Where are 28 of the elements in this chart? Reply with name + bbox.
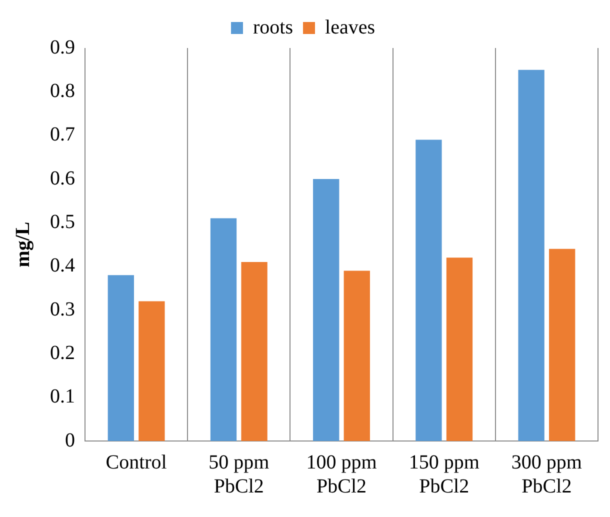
bar (241, 262, 268, 441)
bar (416, 140, 442, 441)
y-tick-label: 0.8 (50, 80, 75, 102)
y-tick-label: 0.5 (50, 210, 75, 233)
bar (549, 248, 576, 441)
bar (446, 258, 473, 441)
x-tick-label: 100 ppm PbCl2 (306, 451, 378, 498)
x-tick-label: 50 ppm PbCl2 (208, 451, 270, 498)
x-tick-label: 150 ppm PbCl2 (408, 451, 480, 498)
y-tick-label: 0.3 (50, 298, 75, 320)
y-axis-title: mg/L (12, 222, 34, 268)
legend-label: roots (253, 16, 294, 38)
x-tick-label: 300 ppm PbCl2 (511, 451, 582, 498)
y-tick-label: 0.6 (50, 167, 75, 190)
x-tick-label: Control (106, 451, 168, 474)
y-tick-label: 0.9 (50, 36, 75, 58)
bar (138, 301, 165, 441)
y-tick-label: 0.2 (50, 342, 75, 364)
bar (210, 218, 237, 441)
y-tick-label: 0 (65, 429, 75, 452)
bar (518, 70, 544, 441)
bar (108, 275, 134, 441)
bar (344, 270, 370, 441)
bar (313, 179, 340, 441)
y-tick-label: 0.7 (50, 124, 75, 146)
y-tick-label: 0.1 (50, 386, 75, 408)
y-tick-label: 0.4 (50, 254, 75, 277)
legend-label: leaves (325, 16, 376, 38)
